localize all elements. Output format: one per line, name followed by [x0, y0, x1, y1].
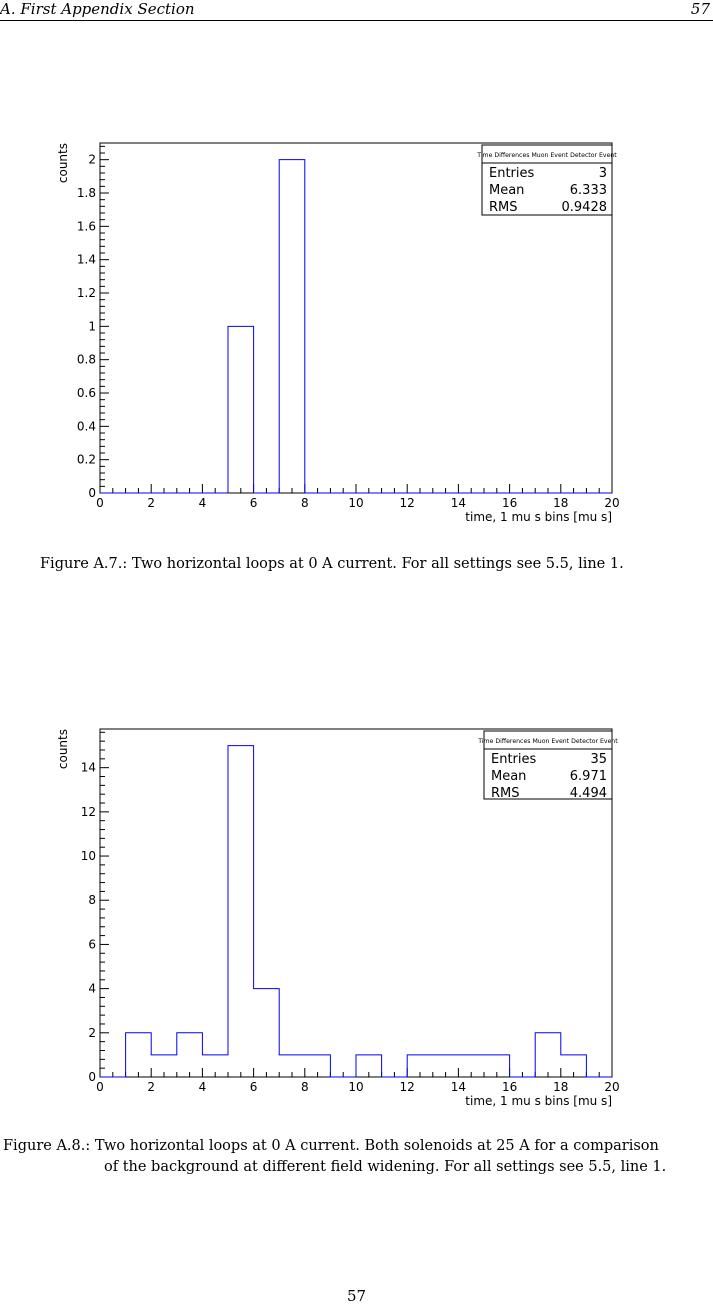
y-tick-label: 8	[88, 893, 96, 907]
histogram-bin	[177, 1033, 203, 1077]
figure-caption-a8: Figure A.8.: Two horizontal loops at 0 A…	[3, 1136, 666, 1178]
x-tick-label: 8	[301, 1080, 309, 1094]
histogram-bin	[254, 989, 280, 1077]
y-tick-label: 14	[81, 761, 96, 775]
y-tick-label: 6	[88, 937, 96, 951]
histogram-bin	[228, 746, 254, 1077]
figure-a7: 0 2 4 6 8 10 12 14 16 18 20 0 0.2 0.4 0.6 0.8 1 1.2 1.4 1.6…	[0, 0, 713, 600]
x-tick-label: 14	[451, 1080, 466, 1094]
y-tick-label: 2	[88, 1026, 96, 1040]
y-tick-label: 0.2	[77, 453, 96, 467]
x-tick-label: 14	[451, 496, 466, 510]
caption-line: Figure A.7.: Two horizontal loops at 0 A…	[40, 556, 624, 572]
stats-label: Entries	[491, 752, 537, 767]
stats-title: Time Differences Muon Event Detector Eve…	[476, 152, 617, 159]
stats-label: Entries	[489, 166, 535, 181]
x-tick-label: 6	[250, 1080, 258, 1094]
x-tick-label: 12	[400, 496, 415, 510]
x-tick-label: 12	[400, 1080, 415, 1094]
histogram-bin	[535, 1033, 561, 1077]
y-tick-label: 4	[88, 982, 96, 996]
x-axis-label: time, 1 mu s bins [mu s]	[465, 1094, 612, 1108]
x-tick-label: 16	[502, 1080, 517, 1094]
y-axis-label: counts	[56, 143, 70, 183]
stats-value: 3	[599, 166, 607, 181]
stats-value: 35	[590, 752, 607, 767]
running-header-page-number: 57	[690, 0, 710, 18]
y-tick-label: 1.6	[77, 219, 96, 233]
stats-value: 6.971	[570, 769, 607, 784]
y-tick-label: 0	[88, 1070, 96, 1084]
figure-a8: 0 2 4 6 8 10 12 14 16 18 20 0 2 4 6 8 10 12 14 time, 1 mu s…	[3, 728, 666, 1178]
figure-caption-a7: Figure A.7.: Two horizontal loops at 0 A…	[40, 554, 624, 575]
y-tick-label: 1.8	[77, 186, 96, 200]
caption-line: Figure A.8.: Two horizontal loops at 0 A…	[3, 1138, 659, 1154]
running-header-section: A. First Appendix Section	[0, 0, 195, 18]
stats-box	[481, 144, 613, 216]
histogram-chart-a7: 0 2 4 6 8 10 12 14 16 18 20 0 0.2 0.4 0.6 0.8 1 1.2 1.4 1.6…	[56, 142, 620, 524]
x-tick-label: 8	[301, 496, 309, 510]
x-tick-label: 20	[604, 496, 619, 510]
y-tick-label: 12	[81, 805, 96, 819]
x-tick-label: 10	[348, 1080, 363, 1094]
stats-title: Time Differences Muon Event Detector Eve…	[477, 738, 618, 745]
x-tick-label: 6	[250, 496, 258, 510]
stats-label: RMS	[489, 200, 518, 215]
stats-box	[483, 730, 613, 800]
x-tick-label: 0	[96, 496, 104, 510]
y-tick-label: 1	[88, 319, 96, 333]
histogram-outline	[100, 159, 612, 494]
stats-label: RMS	[491, 786, 520, 801]
histogram-outline	[100, 745, 612, 1078]
page-footer-number: 57	[346, 1287, 367, 1305]
x-tick-label: 18	[553, 496, 568, 510]
histogram-bin	[126, 1033, 152, 1077]
x-tick-label: 16	[502, 496, 517, 510]
x-tick-label: 4	[199, 1080, 207, 1094]
x-axis-label: time, 1 mu s bins [mu s]	[465, 510, 612, 524]
x-tick-label: 18	[553, 1080, 568, 1094]
x-tick-label: 20	[604, 1080, 619, 1094]
caption-line: of the background at different field wid…	[104, 1159, 667, 1175]
x-tick-label: 10	[348, 496, 363, 510]
y-axis-label: counts	[56, 729, 70, 769]
y-tick-label: 0.6	[77, 386, 96, 400]
y-tick-label: 1.2	[77, 286, 96, 300]
stats-value: 6.333	[570, 183, 607, 198]
y-tick-label: 0.8	[77, 353, 96, 367]
y-tick-label: 0.4	[77, 419, 96, 433]
x-tick-label: 2	[147, 1080, 155, 1094]
x-tick-label: 2	[147, 496, 155, 510]
x-tick-label: 0	[96, 1080, 104, 1094]
x-tick-label: 4	[199, 496, 207, 510]
y-tick-label: 10	[81, 849, 96, 863]
y-tick-label: 2	[88, 153, 96, 167]
stats-label: Mean	[491, 769, 526, 784]
stats-value: 4.494	[570, 786, 607, 801]
stats-value: 0.9428	[562, 200, 608, 215]
header-rule	[0, 20, 713, 21]
y-tick-label: 0	[88, 486, 96, 500]
y-tick-label: 1.4	[77, 253, 96, 267]
stats-label: Mean	[489, 183, 524, 198]
